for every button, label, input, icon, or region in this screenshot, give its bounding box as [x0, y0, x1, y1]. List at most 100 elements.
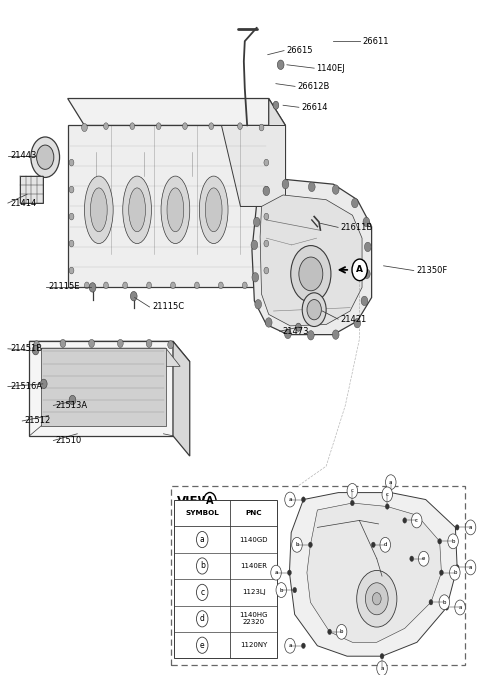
- Circle shape: [364, 242, 371, 251]
- Circle shape: [293, 587, 297, 593]
- Circle shape: [363, 269, 370, 279]
- Circle shape: [465, 560, 476, 575]
- Circle shape: [104, 123, 108, 130]
- Circle shape: [265, 318, 272, 327]
- Circle shape: [69, 240, 74, 247]
- Circle shape: [123, 282, 128, 289]
- Polygon shape: [41, 348, 180, 366]
- Circle shape: [352, 259, 367, 281]
- Circle shape: [380, 654, 384, 659]
- Circle shape: [389, 491, 393, 497]
- Text: 21510: 21510: [56, 436, 82, 445]
- Ellipse shape: [167, 188, 184, 232]
- Circle shape: [438, 539, 442, 544]
- Circle shape: [455, 525, 459, 530]
- Circle shape: [429, 600, 433, 605]
- Ellipse shape: [90, 188, 107, 232]
- Circle shape: [69, 267, 74, 274]
- Ellipse shape: [205, 188, 222, 232]
- Circle shape: [209, 123, 214, 130]
- Text: b: b: [279, 587, 283, 593]
- Text: b: b: [443, 600, 446, 605]
- Text: 21421: 21421: [340, 314, 367, 324]
- Circle shape: [382, 487, 393, 502]
- Circle shape: [69, 395, 76, 405]
- Circle shape: [440, 570, 444, 575]
- Bar: [174, 500, 277, 658]
- Circle shape: [263, 186, 270, 195]
- Circle shape: [69, 213, 74, 220]
- Circle shape: [264, 213, 269, 220]
- Text: 21611B: 21611B: [340, 223, 373, 232]
- Circle shape: [264, 240, 269, 247]
- Ellipse shape: [123, 176, 152, 243]
- Text: a: a: [469, 525, 472, 530]
- Circle shape: [347, 483, 358, 498]
- Circle shape: [410, 556, 414, 562]
- Text: c: c: [415, 518, 418, 523]
- Circle shape: [361, 296, 368, 306]
- Circle shape: [448, 534, 458, 549]
- Circle shape: [372, 542, 375, 548]
- Circle shape: [196, 637, 208, 653]
- Circle shape: [299, 257, 323, 291]
- Circle shape: [309, 542, 312, 548]
- Text: a: a: [458, 605, 462, 610]
- Bar: [20, 176, 43, 203]
- Circle shape: [332, 330, 339, 339]
- Circle shape: [89, 339, 95, 347]
- Circle shape: [350, 500, 354, 506]
- Circle shape: [168, 341, 173, 349]
- Text: e: e: [200, 641, 204, 650]
- Polygon shape: [252, 179, 372, 335]
- Circle shape: [170, 282, 175, 289]
- Circle shape: [385, 504, 389, 509]
- Circle shape: [465, 520, 476, 535]
- Text: b: b: [295, 542, 299, 548]
- Text: d: d: [200, 614, 204, 623]
- Circle shape: [455, 564, 459, 570]
- Text: b: b: [451, 539, 455, 544]
- Circle shape: [32, 345, 39, 355]
- Text: 21115C: 21115C: [152, 302, 184, 312]
- Circle shape: [445, 605, 449, 610]
- Circle shape: [84, 282, 89, 289]
- Text: a: a: [288, 497, 292, 502]
- Circle shape: [282, 179, 289, 189]
- Text: b: b: [340, 629, 343, 634]
- Text: 21115E: 21115E: [48, 282, 80, 291]
- Circle shape: [288, 570, 291, 575]
- Text: 1123LJ: 1123LJ: [242, 589, 265, 596]
- Circle shape: [255, 299, 262, 309]
- Text: a: a: [288, 644, 292, 648]
- Circle shape: [308, 331, 314, 340]
- Text: SYMBOL: SYMBOL: [185, 510, 219, 516]
- Circle shape: [252, 272, 259, 282]
- Circle shape: [351, 198, 358, 208]
- Text: 26614: 26614: [301, 103, 328, 112]
- Circle shape: [277, 60, 284, 70]
- Text: A: A: [356, 266, 363, 274]
- Circle shape: [34, 341, 39, 349]
- Text: 1120NY: 1120NY: [240, 642, 267, 648]
- Circle shape: [455, 600, 465, 615]
- Text: PNC: PNC: [245, 510, 262, 516]
- Polygon shape: [289, 493, 457, 656]
- Circle shape: [253, 217, 260, 226]
- Circle shape: [130, 123, 135, 130]
- Circle shape: [354, 318, 360, 328]
- Circle shape: [196, 610, 208, 627]
- Circle shape: [403, 518, 407, 523]
- Circle shape: [302, 293, 326, 327]
- Circle shape: [264, 267, 269, 274]
- Text: e: e: [422, 556, 425, 561]
- Circle shape: [377, 661, 387, 676]
- Circle shape: [196, 531, 208, 548]
- Circle shape: [291, 245, 331, 302]
- Circle shape: [411, 513, 422, 528]
- Circle shape: [40, 379, 47, 389]
- Text: 26612B: 26612B: [298, 82, 330, 91]
- Text: 21443: 21443: [10, 151, 36, 160]
- Text: b: b: [200, 562, 204, 571]
- Text: A: A: [206, 496, 214, 506]
